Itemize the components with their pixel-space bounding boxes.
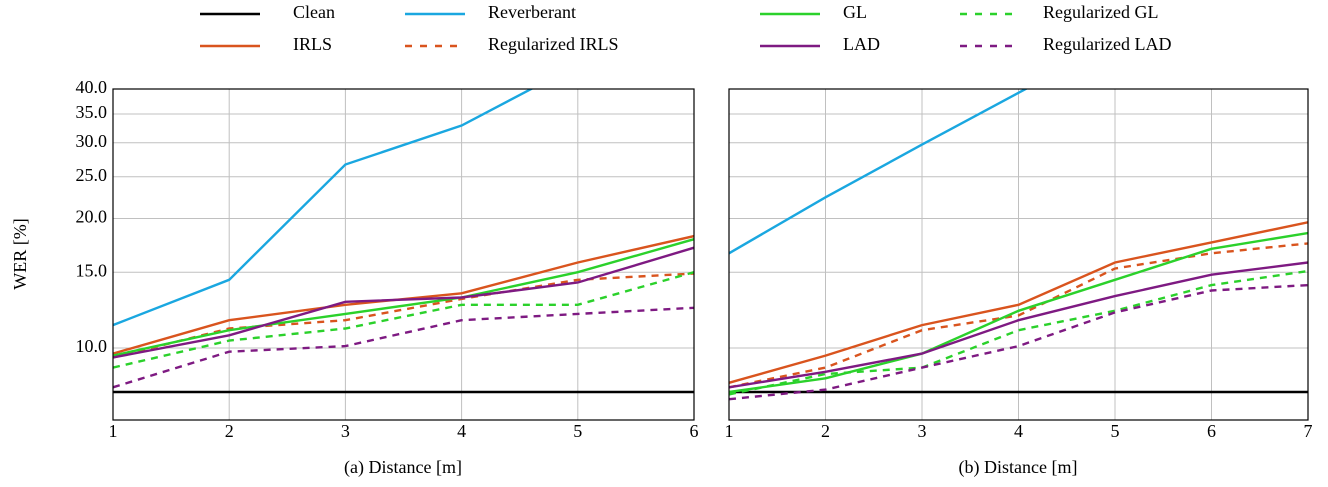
series-line [729, 231, 1308, 394]
plot-frame [728, 88, 1309, 421]
series-line [729, 89, 1029, 255]
x-tick-label: 3 [341, 421, 350, 441]
x-tick-label: 2 [821, 421, 830, 441]
y-axis-label: WER [%] [10, 218, 30, 289]
legend-label: LAD [843, 34, 880, 54]
x-tick-label: 5 [1111, 421, 1120, 441]
y-tick-label: 15.0 [76, 260, 108, 280]
plot-area [729, 89, 1308, 401]
x-tick-label: 5 [573, 421, 582, 441]
plot-area [113, 89, 694, 394]
series-line [729, 269, 1308, 396]
legend-label: Regularized LAD [1043, 34, 1171, 54]
legend-label: Clean [293, 2, 335, 22]
x-tick-label: 4 [457, 421, 466, 441]
series-line [113, 272, 694, 359]
series-line [113, 271, 694, 369]
y-tick-label: 35.0 [76, 102, 108, 122]
y-tick-label: 30.0 [76, 131, 108, 151]
y-tick-label: 25.0 [76, 165, 108, 185]
y-tick-label: 10.0 [76, 336, 108, 356]
x-tick-label: 6 [690, 421, 699, 441]
x-tick-label: 2 [225, 421, 234, 441]
series-line [729, 221, 1308, 384]
y-tick-label: 20.0 [76, 207, 108, 227]
series-line [113, 89, 534, 327]
x-tick-label: 6 [1207, 421, 1216, 441]
x-axis-label: (b) Distance [m] [959, 457, 1078, 478]
series-line [729, 242, 1308, 389]
series-line [113, 238, 694, 357]
x-tick-label: 3 [918, 421, 927, 441]
legend-label: IRLS [293, 34, 332, 54]
plot-frame [112, 88, 695, 421]
x-axis-label: (a) Distance [m] [344, 457, 462, 478]
x-tick-label: 4 [1014, 421, 1023, 441]
series-line [113, 246, 694, 359]
x-tick-label: 1 [109, 421, 118, 441]
series-line [729, 261, 1308, 389]
x-tick-label: 7 [1304, 421, 1313, 441]
legend-label: Regularized IRLS [488, 34, 618, 54]
series-line [729, 283, 1308, 401]
legend-label: Reverberant [488, 2, 576, 22]
x-tick-label: 1 [725, 421, 734, 441]
legend-label: Regularized GL [1043, 2, 1158, 22]
y-tick-label: 40.0 [76, 77, 108, 97]
legend-label: GL [843, 2, 867, 22]
